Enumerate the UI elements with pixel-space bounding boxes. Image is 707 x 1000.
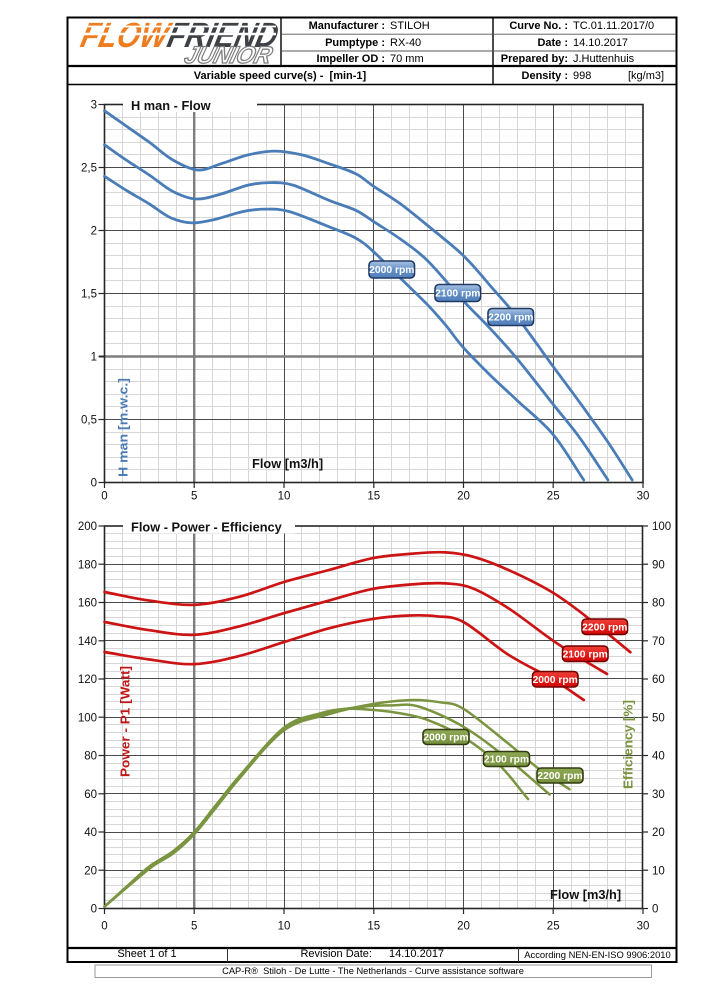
svg-text:100: 100 — [652, 521, 671, 533]
svg-text:Flow [m3/h]: Flow [m3/h] — [252, 456, 323, 471]
svg-text:20: 20 — [457, 491, 470, 503]
svg-text:5: 5 — [191, 491, 197, 503]
svg-text:160: 160 — [78, 598, 97, 610]
svg-text:10: 10 — [278, 921, 291, 933]
svg-text:2200 rpm: 2200 rpm — [537, 771, 582, 782]
svg-text:100: 100 — [78, 713, 97, 725]
svg-text:200: 200 — [78, 521, 97, 533]
svg-text:Power - P1 [Watt]: Power - P1 [Watt] — [118, 666, 133, 777]
svg-text:3: 3 — [91, 100, 97, 112]
svg-text:180: 180 — [78, 560, 97, 572]
svg-text:2200 rpm: 2200 rpm — [582, 622, 627, 633]
svg-text:H man - Flow: H man - Flow — [131, 98, 211, 113]
svg-text:2100 rpm: 2100 rpm — [563, 649, 608, 660]
svg-text:30: 30 — [637, 491, 650, 503]
svg-text:H man [m.w.c.]: H man [m.w.c.] — [116, 378, 131, 477]
svg-text:40: 40 — [84, 827, 97, 839]
svg-text:80: 80 — [84, 751, 97, 763]
svg-text:15: 15 — [367, 491, 380, 503]
svg-text:1,5: 1,5 — [81, 289, 97, 301]
svg-text:0: 0 — [652, 904, 658, 916]
svg-text:0: 0 — [101, 921, 107, 933]
svg-text:20: 20 — [457, 921, 470, 933]
svg-text:70: 70 — [652, 636, 665, 648]
svg-text:30: 30 — [652, 789, 665, 801]
svg-text:50: 50 — [652, 713, 665, 725]
svg-text:0: 0 — [91, 904, 97, 916]
svg-text:120: 120 — [78, 674, 97, 686]
svg-text:60: 60 — [652, 674, 665, 686]
svg-text:25: 25 — [547, 491, 560, 503]
svg-text:0: 0 — [91, 478, 97, 490]
svg-text:5: 5 — [191, 921, 197, 933]
svg-text:1: 1 — [91, 352, 97, 364]
svg-text:2100 rpm: 2100 rpm — [484, 755, 529, 766]
svg-text:10: 10 — [278, 491, 291, 503]
svg-text:0,5: 0,5 — [81, 415, 97, 427]
svg-text:2000 rpm: 2000 rpm — [423, 733, 468, 744]
svg-text:2000 rpm: 2000 rpm — [369, 265, 414, 276]
svg-text:Flow - Power - Efficiency: Flow - Power - Efficiency — [131, 520, 283, 535]
svg-text:60: 60 — [84, 789, 97, 801]
svg-text:40: 40 — [652, 751, 665, 763]
svg-text:20: 20 — [84, 866, 97, 878]
svg-text:30: 30 — [637, 921, 650, 933]
svg-text:JUNIOR: JUNIOR — [182, 42, 276, 69]
svg-text:2100 rpm: 2100 rpm — [435, 289, 480, 300]
svg-text:2,5: 2,5 — [81, 163, 97, 175]
svg-text:0: 0 — [101, 491, 107, 503]
svg-text:140: 140 — [78, 636, 97, 648]
svg-text:80: 80 — [652, 598, 665, 610]
svg-text:25: 25 — [547, 921, 560, 933]
svg-text:Efficiency [%]: Efficiency [%] — [621, 700, 636, 789]
svg-text:2: 2 — [91, 226, 97, 238]
svg-text:2000 rpm: 2000 rpm — [533, 675, 578, 686]
svg-text:20: 20 — [652, 827, 665, 839]
svg-text:10: 10 — [652, 866, 665, 878]
svg-text:15: 15 — [367, 921, 380, 933]
svg-text:90: 90 — [652, 560, 665, 572]
svg-text:2200 rpm: 2200 rpm — [488, 313, 533, 324]
svg-text:Flow [m3/h]: Flow [m3/h] — [550, 887, 621, 902]
